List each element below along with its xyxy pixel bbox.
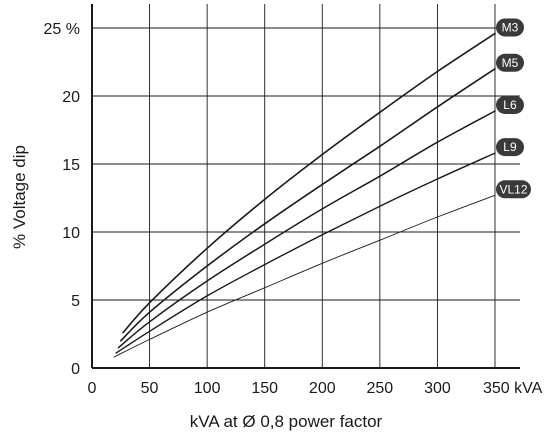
series-label-l6: L6 [495, 95, 524, 114]
series-label-badge [495, 180, 531, 199]
series-label-m3: M3 [495, 18, 524, 37]
series-label-badge [495, 95, 524, 114]
series-label-text: M5 [502, 56, 519, 70]
y-tick-label: 0 [71, 361, 80, 378]
series-label-text: L9 [503, 140, 517, 154]
series-label-m5: M5 [495, 53, 524, 72]
series-label-text: VL12 [499, 182, 527, 196]
series-label-badge [495, 53, 524, 72]
x-tick-label: 100 [194, 380, 221, 397]
series-label-badge [495, 18, 524, 37]
tick-labels: 0 50 100 150 200 250 300 350 kVA 0 5 10 15 20 25 % [44, 21, 543, 397]
y-tick-label: 25 % [44, 21, 80, 38]
x-tick-label: 0 [88, 380, 97, 397]
x-tick-label: 350 kVA [483, 380, 543, 397]
y-tick-label: 15 [62, 157, 80, 174]
series-line-m5 [120, 68, 496, 342]
series-label-vl12: VL12 [495, 180, 531, 199]
x-tick-label: 300 [424, 380, 451, 397]
series-labels: M3 M5 L6 L9 VL12 [495, 18, 531, 199]
x-tick-label: 50 [141, 380, 159, 397]
series-label-text: L6 [503, 98, 517, 112]
y-tick-label: 5 [71, 293, 80, 310]
series-label-badge [495, 138, 524, 157]
x-tick-label: 250 [366, 380, 393, 397]
axes [91, 4, 520, 369]
x-tick-label: 150 [251, 380, 278, 397]
y-tick-label: 10 [62, 225, 80, 242]
series-line-vl12 [113, 194, 496, 358]
y-tick-label: 20 [62, 89, 80, 106]
grid-lines [92, 4, 520, 368]
y-axis-title: % Voltage dip [10, 145, 29, 249]
x-axis-title: kVA at Ø 0,8 power factor [190, 412, 383, 431]
series-line-l9 [115, 152, 496, 354]
series-line-l6 [117, 110, 496, 349]
series-lines [113, 32, 496, 358]
series-line-m3 [122, 32, 496, 334]
series-label-text: M3 [502, 20, 519, 34]
series-label-l9: L9 [495, 138, 524, 157]
x-tick-label: 200 [309, 380, 336, 397]
